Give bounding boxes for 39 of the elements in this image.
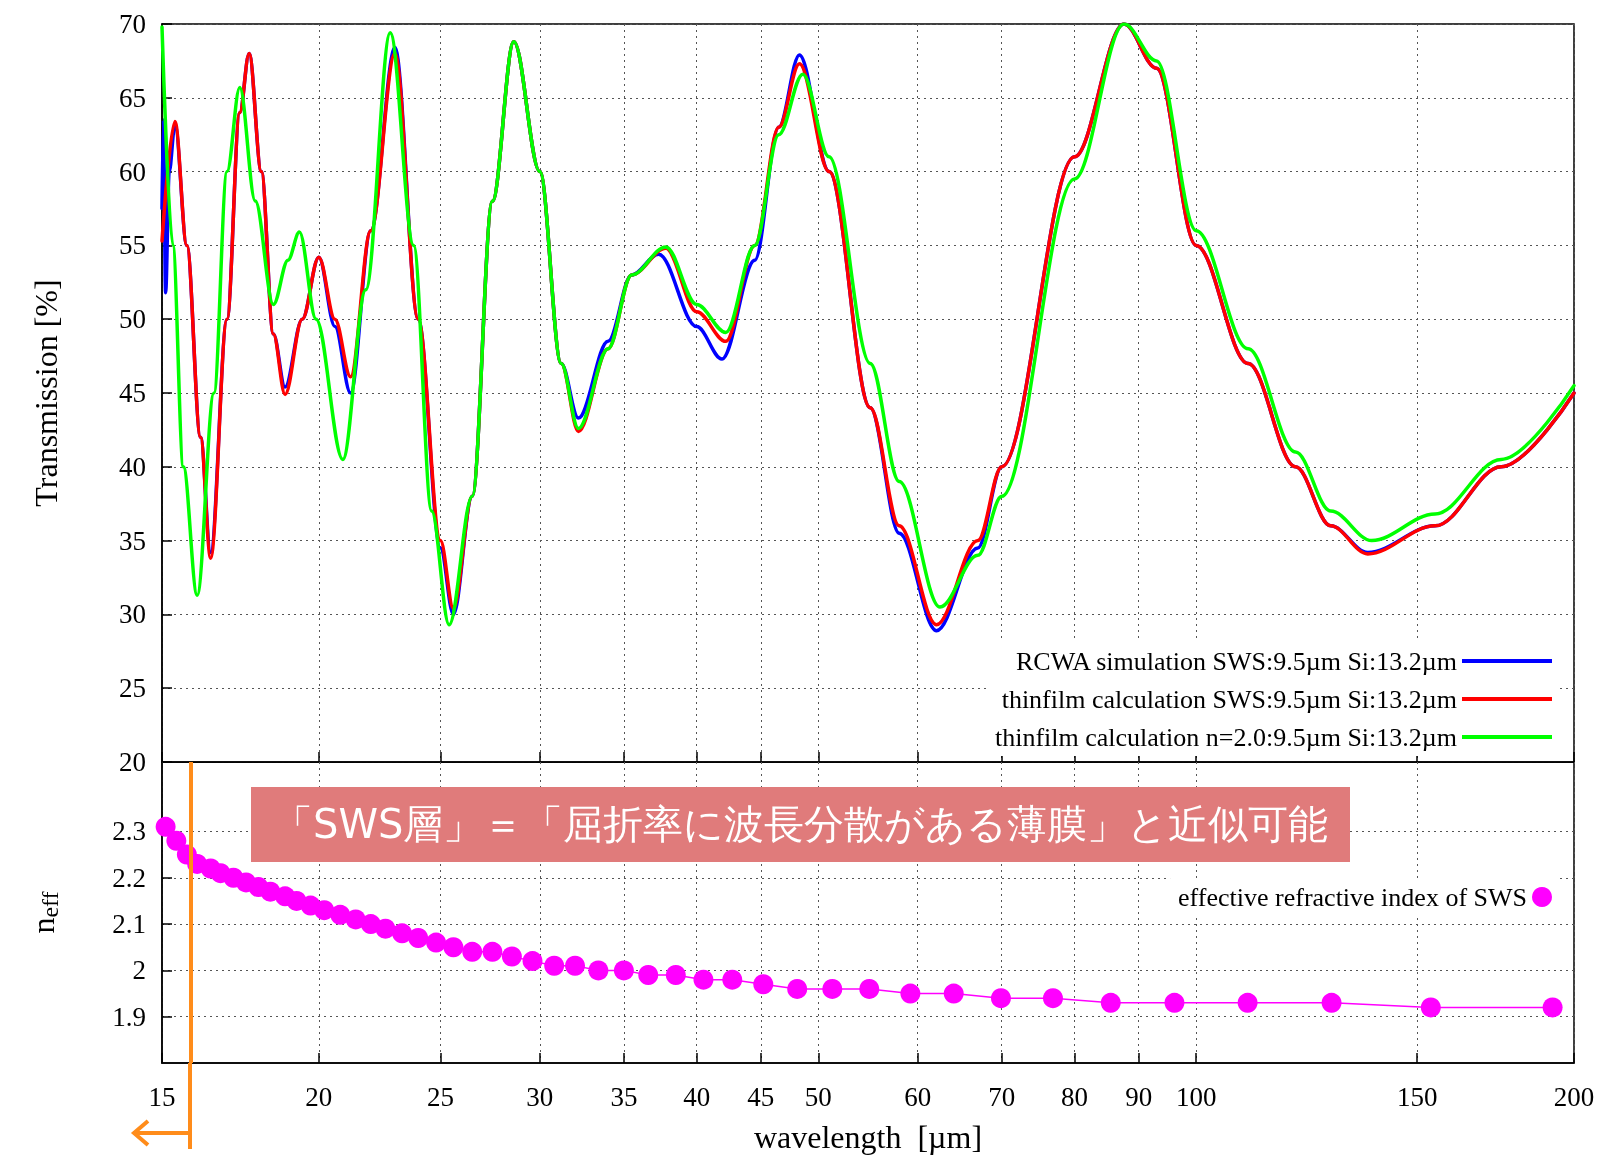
legend-label: thinfilm calculation n=2.0:9.5µm Si:13.2µm [994, 722, 1457, 752]
y-tick-label: 2.1 [112, 909, 146, 940]
x-tick-label: 200 [1553, 1081, 1595, 1112]
y-tick-label: 35 [119, 525, 146, 556]
y-tick-label: 55 [119, 230, 146, 261]
x-tick-label: 150 [1396, 1081, 1438, 1112]
y-tick-label: 2 [132, 955, 146, 986]
x-tick-label: 90 [1125, 1081, 1153, 1112]
x-tick-label: 80 [1061, 1081, 1089, 1112]
x-tick-label: 50 [804, 1081, 832, 1112]
y-tick-label: 70 [119, 9, 146, 39]
y-tick-label: 2.3 [112, 816, 146, 847]
y-tick-label: 65 [119, 82, 146, 113]
x-tick-label: 25 [426, 1081, 454, 1112]
y-tick-label: 30 [119, 599, 146, 630]
x-tick-label: 20 [305, 1081, 333, 1112]
y-axis-title: neff [25, 891, 63, 934]
x-tick-label: 45 [747, 1081, 775, 1112]
x-tick-label: 100 [1175, 1081, 1217, 1112]
y-tick-label: 50 [119, 304, 146, 335]
x-tick-label: 35 [610, 1081, 638, 1112]
x-tick-label: 15 [148, 1081, 176, 1112]
y-tick-label: 2.2 [112, 862, 146, 893]
y-tick-label: 45 [119, 378, 146, 408]
y-axis-title: Transmission [%] [28, 279, 64, 507]
y-tick-label: 25 [119, 673, 146, 704]
legend-label: thinfilm calculation SWS:9.5µm Si:13.2µm [1001, 684, 1457, 714]
x-tick-label: 40 [683, 1081, 711, 1112]
x-tick-label: 30 [526, 1081, 554, 1112]
x-axis-title: wavelength [µm] [753, 1119, 983, 1155]
legend-label: effective refractive index of SWS [1178, 882, 1527, 912]
annotation: 「SWS層」＝「屈折率に波長分散がある薄膜」と近似可能 [251, 787, 1351, 862]
y-tick-label: 60 [119, 156, 146, 187]
x-tick-label: 60 [904, 1081, 932, 1112]
y-tick-label: 1.9 [112, 1001, 146, 1032]
x-tick-label: 70 [988, 1081, 1016, 1112]
legend-label: RCWA simulation SWS:9.5µm Si:13.2µm [1016, 646, 1457, 676]
y-tick-label: 40 [119, 451, 146, 482]
y-tick-label: 20 [119, 747, 146, 777]
